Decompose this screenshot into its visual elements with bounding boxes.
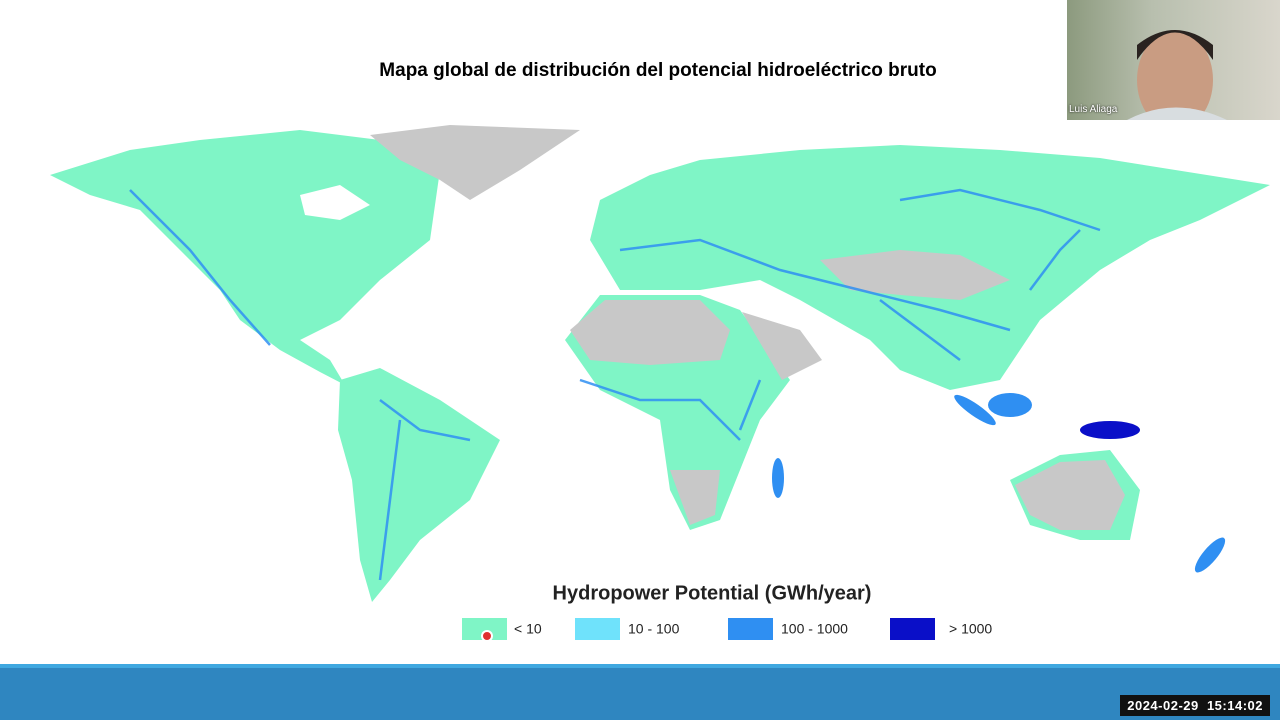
video-frame	[1127, 30, 1227, 120]
legend-swatch	[728, 618, 773, 640]
timestamp: 2024-02-29 15:14:02	[1120, 695, 1270, 716]
participant-name: Luis Aliaga	[1069, 104, 1118, 115]
legend-title: Hydropower Potential (GWh/year)	[553, 582, 872, 604]
bottom-bar: 2024-02-29 15:14:02	[0, 664, 1280, 720]
legend: < 10 10 - 100 100 - 1000 > 1000	[462, 618, 992, 640]
video-tile: Luis Aliaga	[1067, 0, 1280, 120]
legend-swatch	[575, 618, 620, 640]
cursor	[481, 630, 493, 642]
slide-title: Mapa global de distribución del potencia…	[379, 60, 936, 81]
legend-swatch	[890, 618, 935, 640]
legend-label: 10 - 100	[628, 621, 680, 637]
slide: Mapa global de distribución del potencia…	[50, 60, 1270, 642]
legend-label: > 1000	[949, 621, 992, 637]
legend-label: < 10	[514, 621, 542, 637]
legend-label: 100 - 1000	[781, 621, 848, 637]
world-map	[50, 125, 1270, 602]
legend-swatch	[462, 618, 507, 640]
